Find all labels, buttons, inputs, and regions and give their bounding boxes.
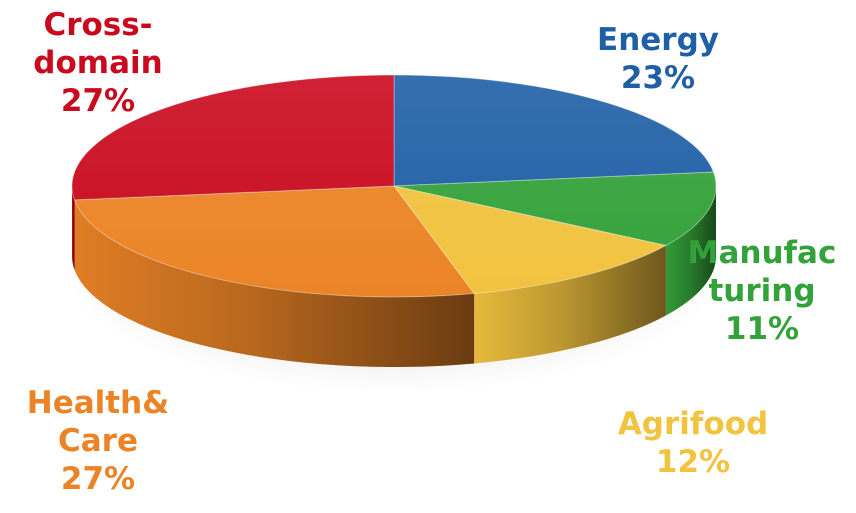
- slice-label-1-line-2: 11%: [725, 311, 799, 347]
- pie-labels: Energy 23% Manufac turing 11% Agrifood 12% Heal…: [27, 7, 837, 497]
- slice-label-0: Energy 23%: [597, 22, 719, 96]
- top-highlight: [72, 75, 716, 297]
- slice-label-2: Agrifood 12%: [618, 406, 768, 480]
- slice-label-0-line-0: Energy: [597, 22, 719, 58]
- slice-label-4-line-1: domain: [33, 45, 162, 81]
- slice-label-3-line-0: Health&: [27, 385, 169, 421]
- pie-side-shade-2: [474, 245, 666, 364]
- slice-label-4: Cross-domain 27%: [33, 7, 162, 119]
- slice-label-0-line-1: 23%: [621, 60, 695, 96]
- pie-side-shade-3: [74, 199, 475, 368]
- slice-label-4-line-2: 27%: [61, 83, 135, 119]
- slice-label-1-line-0: Manufac: [688, 235, 837, 271]
- slice-label-2-line-1: 12%: [656, 444, 730, 480]
- slice-label-4-line-0: Cross-: [43, 7, 152, 43]
- pie-side-shade-4: [72, 186, 75, 270]
- pie-sides: [72, 186, 716, 368]
- pie-side-shade-1: [665, 186, 716, 316]
- slice-label-1: Manufac turing 11%: [688, 235, 837, 347]
- slice-label-3-line-2: 27%: [61, 461, 135, 497]
- slice-label-2-line-0: Agrifood: [618, 406, 768, 442]
- slice-label-1-line-1: turing: [708, 273, 815, 309]
- slice-label-3-line-1: Care: [58, 423, 138, 459]
- pie-tops: [71, 74, 717, 298]
- slice-label-3: Health& Care 27%: [27, 385, 169, 497]
